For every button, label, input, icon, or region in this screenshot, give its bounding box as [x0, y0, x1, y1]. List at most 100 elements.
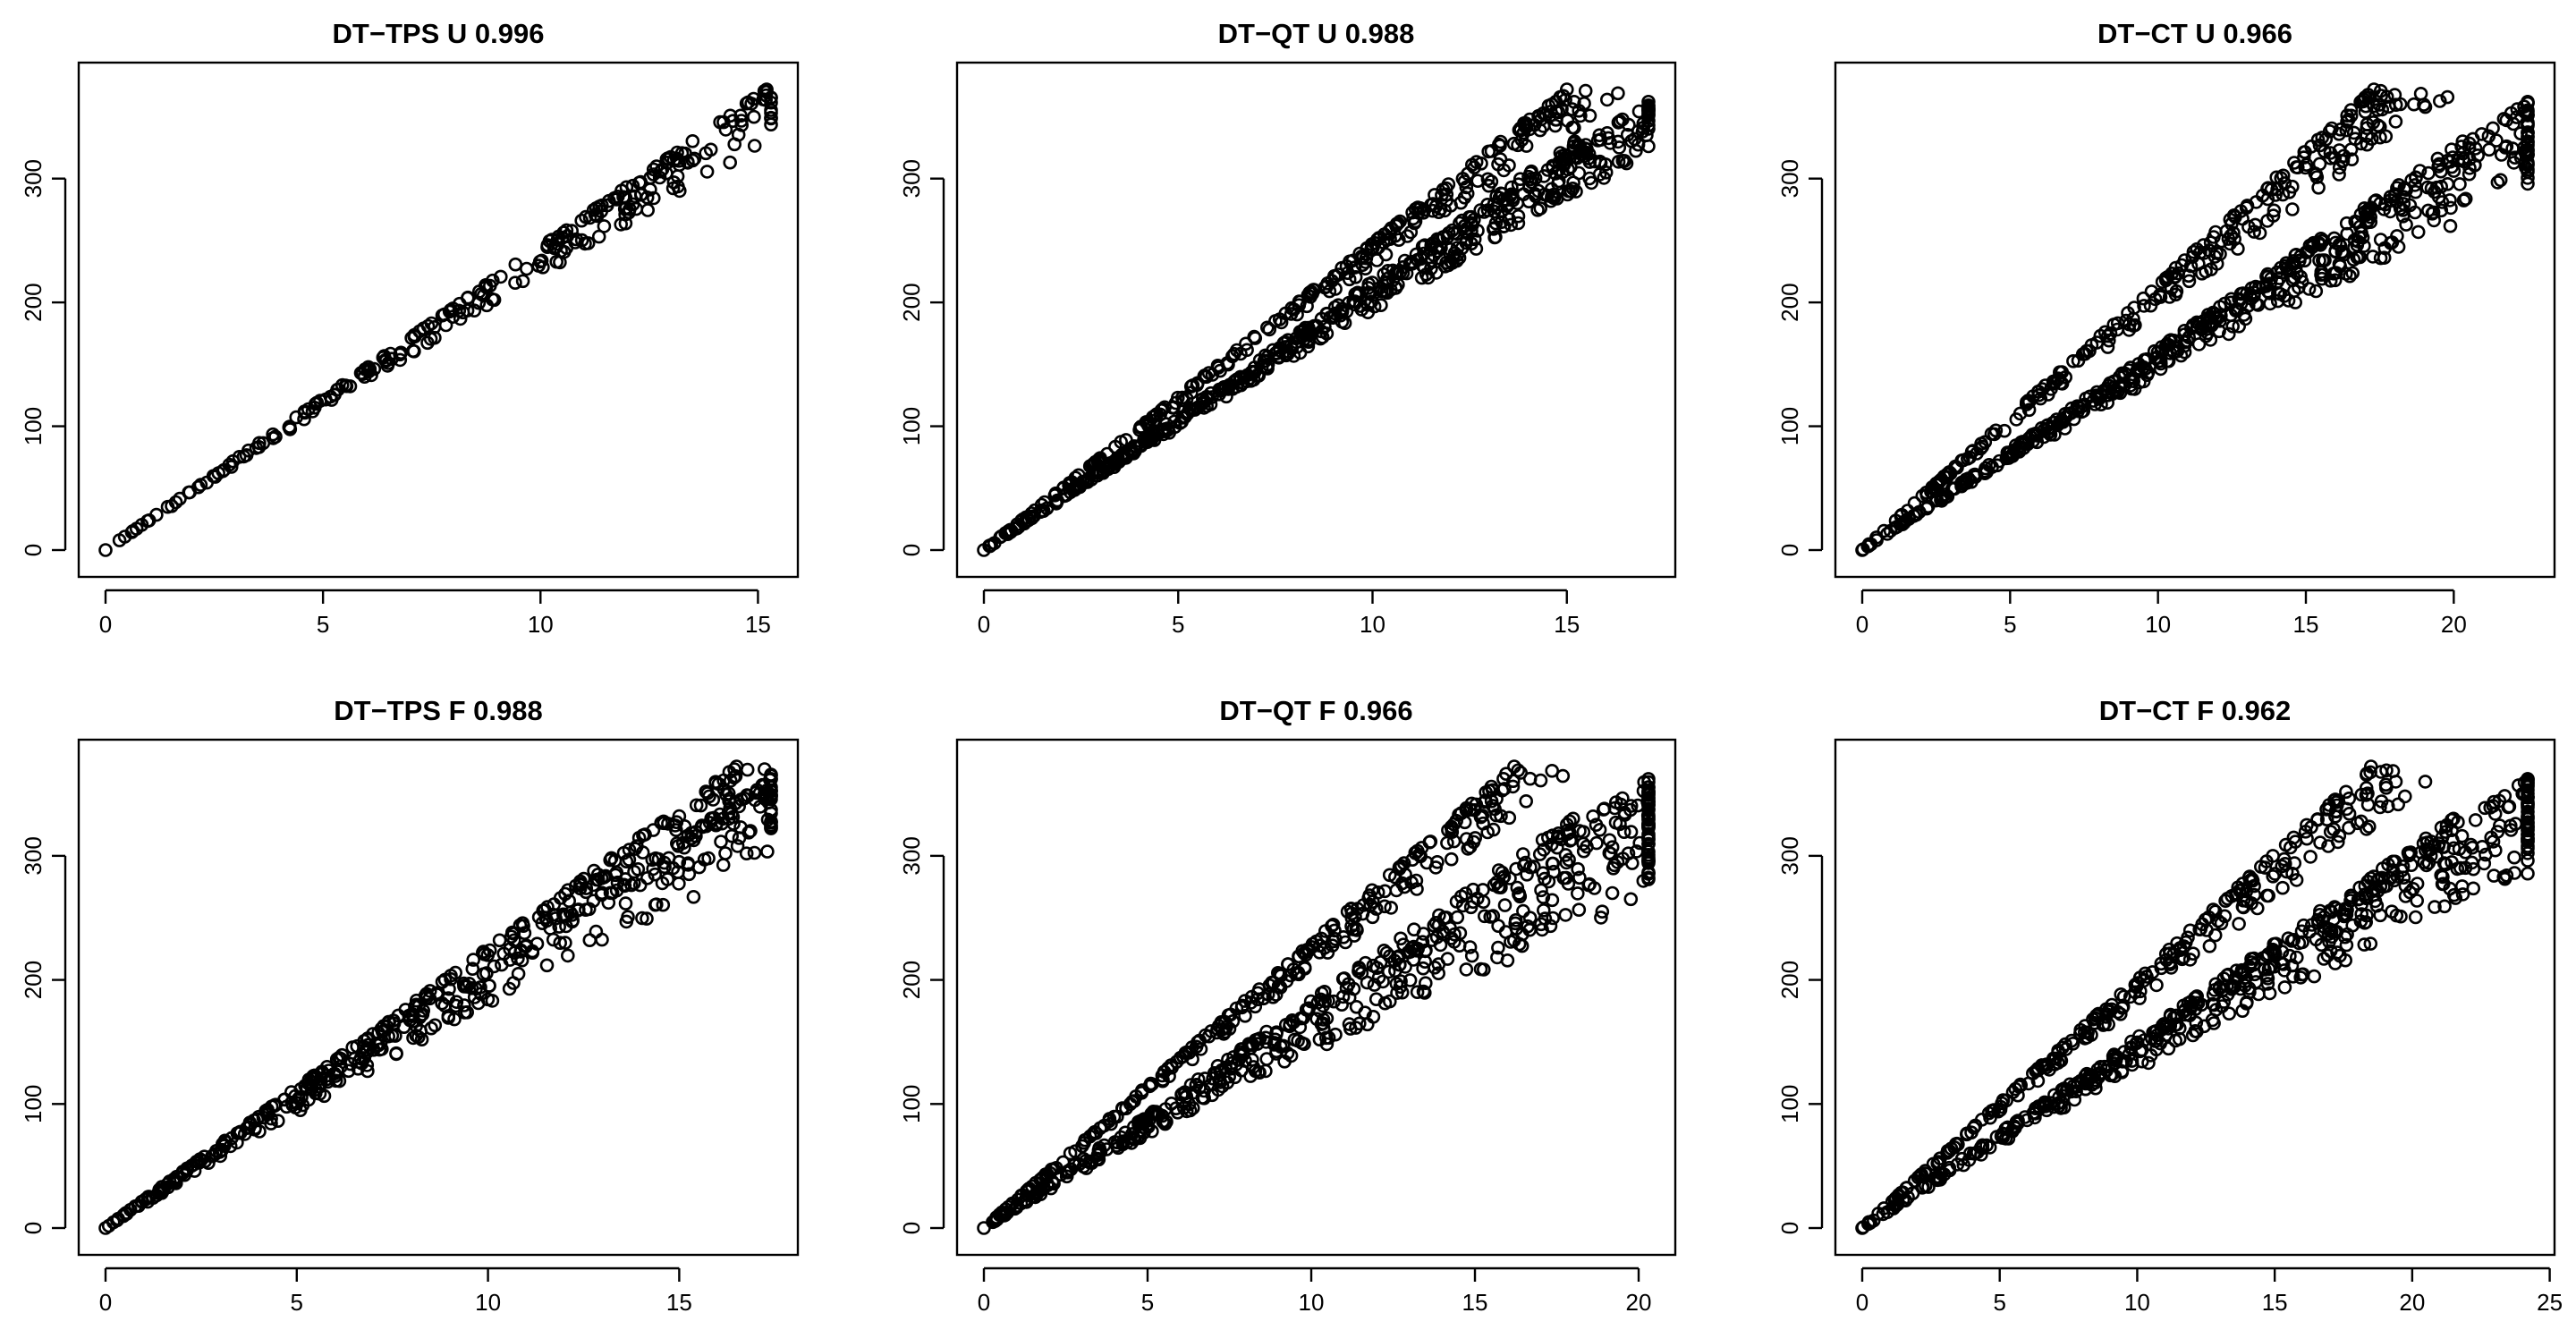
data-point: [2481, 129, 2496, 144]
data-point: [2393, 201, 2408, 216]
data-point: [2408, 205, 2422, 220]
data-point: [1361, 891, 1376, 905]
data-point: [2318, 132, 2334, 147]
data-point: [1496, 219, 1512, 233]
data-point: [2278, 856, 2292, 871]
data-point: [2418, 775, 2433, 789]
data-point: [2275, 168, 2291, 183]
data-point: [1549, 113, 1563, 127]
data-point: [1483, 910, 1497, 924]
data-point: [1384, 901, 1398, 915]
data-point: [1342, 990, 1357, 1005]
data-point: [1318, 319, 1332, 335]
scatter-points: [98, 759, 778, 1235]
data-point: [419, 987, 434, 1001]
data-point: [2321, 839, 2335, 853]
data-point: [487, 292, 502, 308]
data-point: [632, 877, 648, 893]
data-point: [610, 875, 625, 890]
data-point: [553, 936, 568, 950]
data-point: [1127, 1120, 1141, 1134]
data-point: [2116, 369, 2131, 385]
data-point: [1459, 962, 1474, 977]
data-point: [453, 311, 468, 326]
data-point: [1926, 1156, 1941, 1172]
data-point: [1259, 1024, 1274, 1039]
data-point: [1286, 962, 1301, 977]
data-point: [2277, 963, 2292, 978]
x-tick-label: 15: [1462, 1289, 1488, 1316]
data-point: [1641, 847, 1656, 862]
data-point: [328, 1073, 343, 1089]
data-point: [2097, 1016, 2112, 1031]
data-point: [444, 969, 458, 983]
data-point: [166, 1175, 181, 1190]
y-tick-label: 0: [1776, 544, 1803, 556]
y-tick-label: 300: [1776, 836, 1803, 875]
data-point: [360, 1063, 375, 1079]
data-point: [2404, 858, 2419, 873]
data-point: [1605, 885, 1620, 901]
data-point: [1312, 938, 1327, 953]
data-point: [2493, 818, 2507, 833]
data-point: [1393, 214, 1407, 229]
data-point: [2388, 97, 2403, 112]
data-point: [413, 1024, 428, 1038]
data-point: [1463, 900, 1479, 915]
data-point: [466, 953, 481, 967]
data-point: [1516, 847, 1530, 861]
data-point: [764, 772, 778, 786]
data-point: [2300, 817, 2314, 833]
data-point: [1399, 266, 1414, 281]
data-point: [2054, 1101, 2068, 1115]
data-point: [1441, 225, 1456, 241]
data-point: [2440, 177, 2455, 191]
data-point: [1260, 320, 1275, 335]
data-point: [2154, 1022, 2169, 1037]
data-point: [2455, 887, 2470, 902]
y-tick-label: 200: [20, 961, 47, 999]
data-point: [2202, 939, 2217, 953]
data-point: [2444, 200, 2458, 216]
data-point: [2301, 282, 2317, 296]
scatter-points: [977, 759, 1656, 1235]
data-point: [614, 183, 629, 198]
data-point: [2311, 916, 2326, 930]
y-tick-label: 200: [20, 283, 47, 321]
data-point: [1405, 852, 1419, 868]
y-tick-label: 200: [1776, 961, 1803, 999]
data-point: [1061, 1164, 1076, 1178]
data-point: [2131, 976, 2145, 990]
data-point: [2418, 843, 2433, 858]
data-point: [1292, 1020, 1308, 1035]
data-point: [1491, 208, 1505, 224]
data-point: [1164, 1097, 1179, 1111]
data-point: [1335, 301, 1350, 317]
data-point: [1346, 922, 1360, 936]
data-point: [1277, 1055, 1292, 1069]
data-point: [2499, 139, 2514, 154]
data-point: [656, 897, 671, 912]
data-point: [2203, 235, 2218, 250]
y-tick-label: 100: [1776, 1085, 1803, 1123]
data-point: [2487, 868, 2501, 883]
data-point: [1973, 441, 1988, 456]
data-point: [2426, 205, 2441, 220]
data-point: [2258, 860, 2273, 875]
data-point: [1509, 861, 1523, 877]
data-point: [2339, 801, 2354, 817]
scatter-points: [98, 82, 778, 557]
scatter-panel-1: DT−TPS U 0.996 0 5 10 15 0 100 200 300: [20, 18, 800, 638]
data-point: [2224, 978, 2240, 993]
data-point: [1028, 1190, 1043, 1205]
x-tick-label: 20: [1626, 1289, 1652, 1316]
y-tick-label: 100: [20, 407, 47, 445]
data-point: [2368, 894, 2383, 909]
plot-frame: [1834, 738, 2556, 1257]
data-point: [1091, 1146, 1106, 1161]
data-point: [2521, 134, 2535, 149]
data-point: [669, 815, 684, 830]
data-point: [1444, 851, 1459, 867]
data-point: [412, 1010, 428, 1025]
data-point: [1500, 953, 1515, 968]
